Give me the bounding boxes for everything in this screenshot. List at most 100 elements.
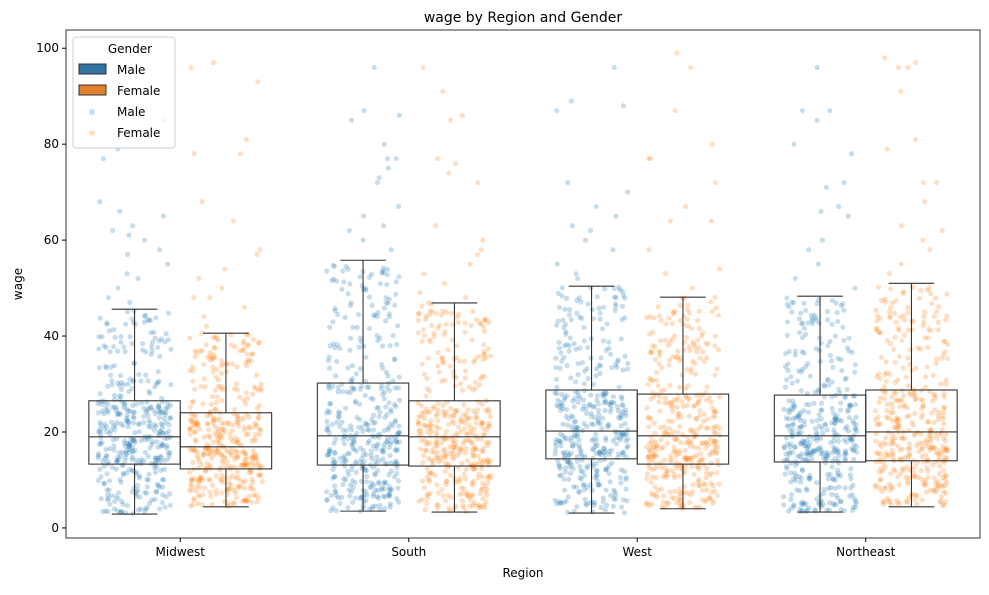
- strip-point: [330, 456, 336, 462]
- strip-point: [419, 497, 425, 503]
- strip-point: [207, 353, 213, 359]
- strip-point: [207, 462, 213, 468]
- strip-point: [327, 448, 333, 454]
- strip-point: [882, 485, 888, 491]
- strip-point: [697, 355, 703, 361]
- strip-point: [204, 413, 210, 419]
- strip-point: [601, 400, 607, 406]
- strip-point: [190, 378, 196, 384]
- strip-point: [118, 386, 125, 393]
- strip-point: [253, 385, 259, 391]
- strip-point: [605, 421, 611, 427]
- strip-point: [168, 381, 174, 388]
- strip-point: [383, 318, 389, 324]
- strip-point: [254, 462, 260, 469]
- strip-point: [160, 484, 166, 490]
- strip-point: [894, 415, 900, 421]
- strip-point: [943, 317, 949, 323]
- strip-point: [896, 423, 903, 430]
- strip-point: [125, 408, 131, 414]
- strip-point: [647, 314, 653, 320]
- strip-point: [219, 370, 225, 376]
- strip-point: [104, 321, 110, 327]
- strip-point: [381, 396, 387, 402]
- strip-point: [935, 482, 941, 488]
- strip-point: [248, 358, 254, 364]
- strip-point: [381, 449, 387, 455]
- strip-point: [192, 423, 198, 429]
- strip-point: [107, 446, 113, 452]
- strip-point: [820, 490, 827, 496]
- strip-point: [136, 473, 143, 479]
- strip-point: [679, 372, 685, 378]
- strip-point: [439, 354, 445, 361]
- strip-point: [394, 465, 400, 471]
- strip-point: [192, 354, 198, 360]
- strip-point: [576, 442, 582, 449]
- strip-point: [439, 486, 445, 492]
- strip-point: [122, 449, 129, 456]
- strip-point: [913, 365, 919, 372]
- strip-point: [331, 449, 338, 455]
- strip-point: [701, 411, 707, 417]
- strip-point: [459, 112, 466, 118]
- strip-point: [236, 440, 242, 447]
- strip-point: [693, 345, 699, 351]
- strip-point: [933, 309, 940, 315]
- strip-point: [241, 397, 247, 403]
- strip-point: [618, 423, 624, 429]
- strip-point: [204, 421, 211, 427]
- strip-point: [199, 199, 205, 205]
- strip-point: [208, 401, 214, 407]
- strip-point: [335, 413, 341, 419]
- strip-point: [116, 450, 122, 456]
- strip-point: [234, 387, 240, 393]
- strip-point: [390, 333, 396, 339]
- strip-point: [829, 450, 836, 456]
- strip-point: [849, 492, 855, 498]
- strip-point: [656, 361, 662, 367]
- strip-point: [697, 413, 703, 419]
- strip-point: [349, 463, 355, 469]
- strip-point: [192, 429, 198, 435]
- strip-point: [212, 334, 218, 340]
- strip-point: [921, 482, 927, 488]
- strip-point: [482, 504, 488, 511]
- strip-point: [235, 416, 241, 423]
- strip-point: [823, 456, 829, 462]
- strip-point: [944, 356, 950, 362]
- strip-point: [146, 471, 152, 477]
- strip-point: [449, 337, 456, 343]
- strip-point: [842, 393, 849, 399]
- strip-point: [912, 410, 918, 416]
- strip-point: [349, 379, 355, 385]
- strip-point: [194, 421, 200, 427]
- strip-point: [896, 481, 902, 488]
- strip-point: [231, 501, 237, 507]
- strip-point: [386, 493, 392, 499]
- strip-point: [393, 458, 399, 464]
- strip-point: [843, 456, 849, 462]
- strip-point: [370, 396, 376, 402]
- strip-point: [129, 448, 135, 454]
- strip-point: [576, 489, 582, 495]
- strip-point: [141, 313, 148, 319]
- strip-point: [190, 501, 196, 508]
- strip-point: [392, 356, 398, 362]
- strip-point: [878, 451, 884, 457]
- strip-point: [187, 427, 193, 433]
- strip-point: [379, 343, 386, 349]
- strip-point: [924, 439, 930, 445]
- strip-point: [375, 495, 381, 501]
- strip-point: [613, 492, 619, 498]
- strip-point: [443, 309, 450, 315]
- strip-point: [592, 414, 598, 420]
- strip-point: [670, 310, 676, 316]
- strip-point: [217, 416, 223, 422]
- strip-point: [672, 308, 678, 314]
- strip-point: [478, 466, 485, 472]
- strip-point: [425, 491, 431, 497]
- strip-point: [704, 384, 710, 390]
- strip-point: [623, 407, 629, 413]
- strip-point: [433, 413, 439, 419]
